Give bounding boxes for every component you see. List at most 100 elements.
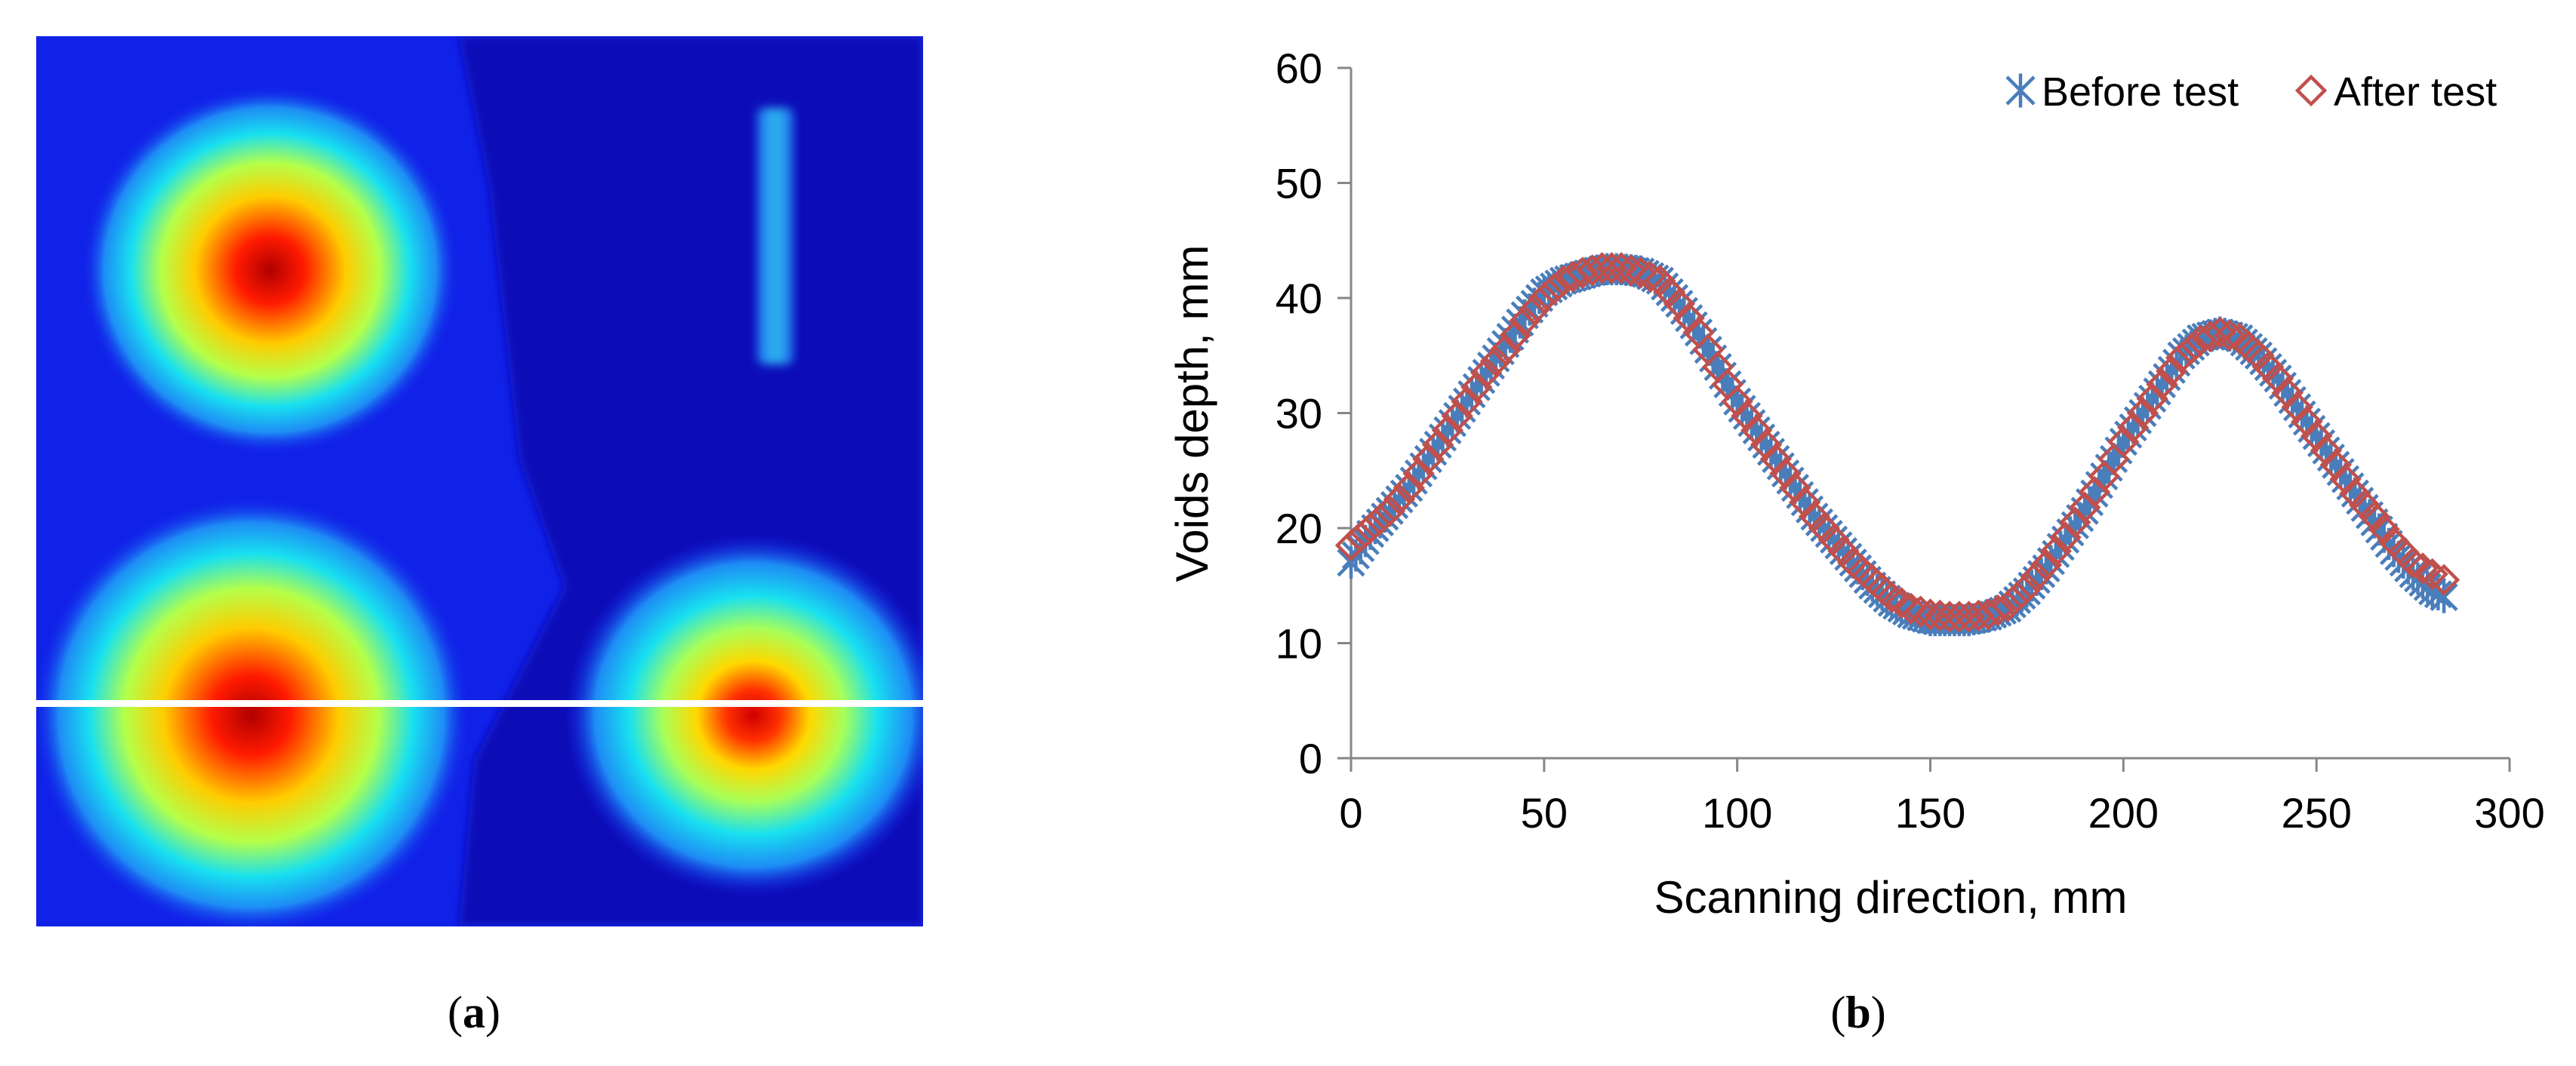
after-test-point (1344, 521, 1377, 553)
after-test-point (2329, 463, 2362, 496)
after-test-point (1460, 371, 1493, 404)
after-test-point (2116, 411, 2150, 444)
after-test-point (1412, 443, 1445, 475)
after-test-point (1518, 293, 1551, 326)
caption-a-label: a (463, 988, 485, 1037)
after-test-point (2030, 548, 2063, 581)
after-test-point (2020, 560, 2053, 593)
after-test-point (1981, 594, 2014, 627)
series-after-test (1334, 252, 2461, 633)
after-test-point (2368, 513, 2400, 545)
x-tick-label: 100 (1702, 789, 1772, 837)
after-test-point (1373, 494, 1406, 527)
y-tick-label: 20 (1276, 505, 1322, 552)
after-test-point (1479, 345, 1513, 378)
after-test-point (1885, 586, 1918, 619)
y-tick-label: 0 (1299, 735, 1322, 782)
scan-line (36, 700, 923, 707)
after-test-point (2001, 581, 2033, 613)
after-test-point (1769, 457, 1802, 490)
after-test-point (1894, 592, 1928, 625)
after-test-point (1354, 511, 1386, 545)
after-test-point (1914, 598, 1947, 631)
after-test-point (1750, 429, 1783, 461)
x-tick-label: 300 (2474, 789, 2544, 837)
after-test-point (2319, 448, 2352, 481)
legend: Before test After test (2005, 69, 2497, 115)
legend-marker-after (2294, 74, 2328, 107)
after-test-point (1499, 319, 1531, 352)
after-test-point (2204, 316, 2236, 349)
y-tick-label: 30 (1276, 390, 1322, 438)
after-test-point (1470, 356, 1503, 389)
after-test-point (1402, 457, 1435, 490)
after-test-point (1673, 302, 1705, 334)
heatmap-hotspot-bottom-right (565, 534, 942, 896)
caption-b: (b) (1830, 988, 1886, 1037)
after-test-point (1991, 590, 2024, 622)
y-axis-label: Voids depth, mm (1167, 245, 1217, 582)
after-test-point (2427, 564, 2461, 596)
heatmap-image (32, 36, 942, 934)
x-tick-label: 0 (1339, 789, 1362, 837)
after-test-point (2300, 419, 2333, 453)
after-test-point (1441, 400, 1473, 432)
caption-a: (a) (448, 988, 500, 1037)
x-tick-label: 200 (2088, 789, 2159, 837)
after-test-point (1566, 257, 1599, 289)
after-test-point (1421, 429, 1454, 461)
after-test-point (2213, 319, 2246, 352)
after-test-point (1383, 483, 1416, 516)
after-test-point (1904, 595, 1937, 628)
caption-b-label: b (1845, 988, 1871, 1037)
after-test-point (1364, 503, 1396, 536)
after-test-point (1624, 257, 1657, 289)
after-test-point (1779, 472, 1811, 504)
after-test-point (1509, 305, 1541, 337)
after-test-point (2146, 368, 2178, 401)
after-test-point (1451, 386, 1483, 418)
x-tick-label: 150 (1895, 789, 1965, 837)
after-test-point (1528, 281, 1561, 315)
y-tick-label: 50 (1276, 160, 1322, 207)
after-test-point (1431, 414, 1464, 447)
after-test-point (1393, 472, 1425, 504)
legend-label-after: After test (2334, 69, 2497, 115)
legend-label-before: Before test (2042, 69, 2239, 115)
after-test-point (1334, 529, 1368, 562)
after-test-point (2059, 506, 2091, 539)
after-test-point (2136, 382, 2168, 415)
y-tick-label: 60 (1276, 45, 1322, 92)
x-tick-label: 250 (2281, 789, 2351, 837)
after-test-point (2396, 546, 2430, 579)
legend-marker-before (2005, 73, 2036, 108)
after-test-point (1876, 581, 1908, 613)
after-test-point (1537, 273, 1570, 306)
x-tick-label: 50 (1521, 789, 1568, 837)
after-test-point (2261, 362, 2294, 395)
heatmap-hotspot-bottom-left (32, 496, 470, 934)
after-test-point (1605, 252, 1638, 284)
after-test-point (2174, 333, 2208, 366)
series-before-test (1337, 253, 2458, 637)
after-test-point (1740, 414, 1773, 447)
after-test-point (1731, 400, 1763, 432)
after-test-point (2126, 397, 2159, 429)
after-test-point (1721, 386, 1753, 418)
after-test-point (1962, 599, 1995, 632)
chart-axes: 0 10 20 30 40 50 60 0 50 100 150 200 250 300 (1276, 45, 2545, 837)
after-test-point (1489, 333, 1522, 366)
before-test-point (2430, 581, 2458, 613)
after-test-point (2165, 342, 2198, 374)
after-test-point (2156, 355, 2188, 388)
heatmap-hotspot-top-left (82, 85, 459, 455)
after-test-point (2358, 500, 2391, 533)
after-test-point (1759, 443, 1793, 475)
after-test-point (1634, 260, 1667, 293)
heatmap-vertical-streak (757, 108, 793, 364)
x-axis-label: Scanning direction, mm (1654, 872, 2128, 923)
after-test-point (2049, 521, 2082, 554)
after-test-point (2406, 552, 2439, 585)
y-tick-label: 10 (1276, 620, 1322, 668)
